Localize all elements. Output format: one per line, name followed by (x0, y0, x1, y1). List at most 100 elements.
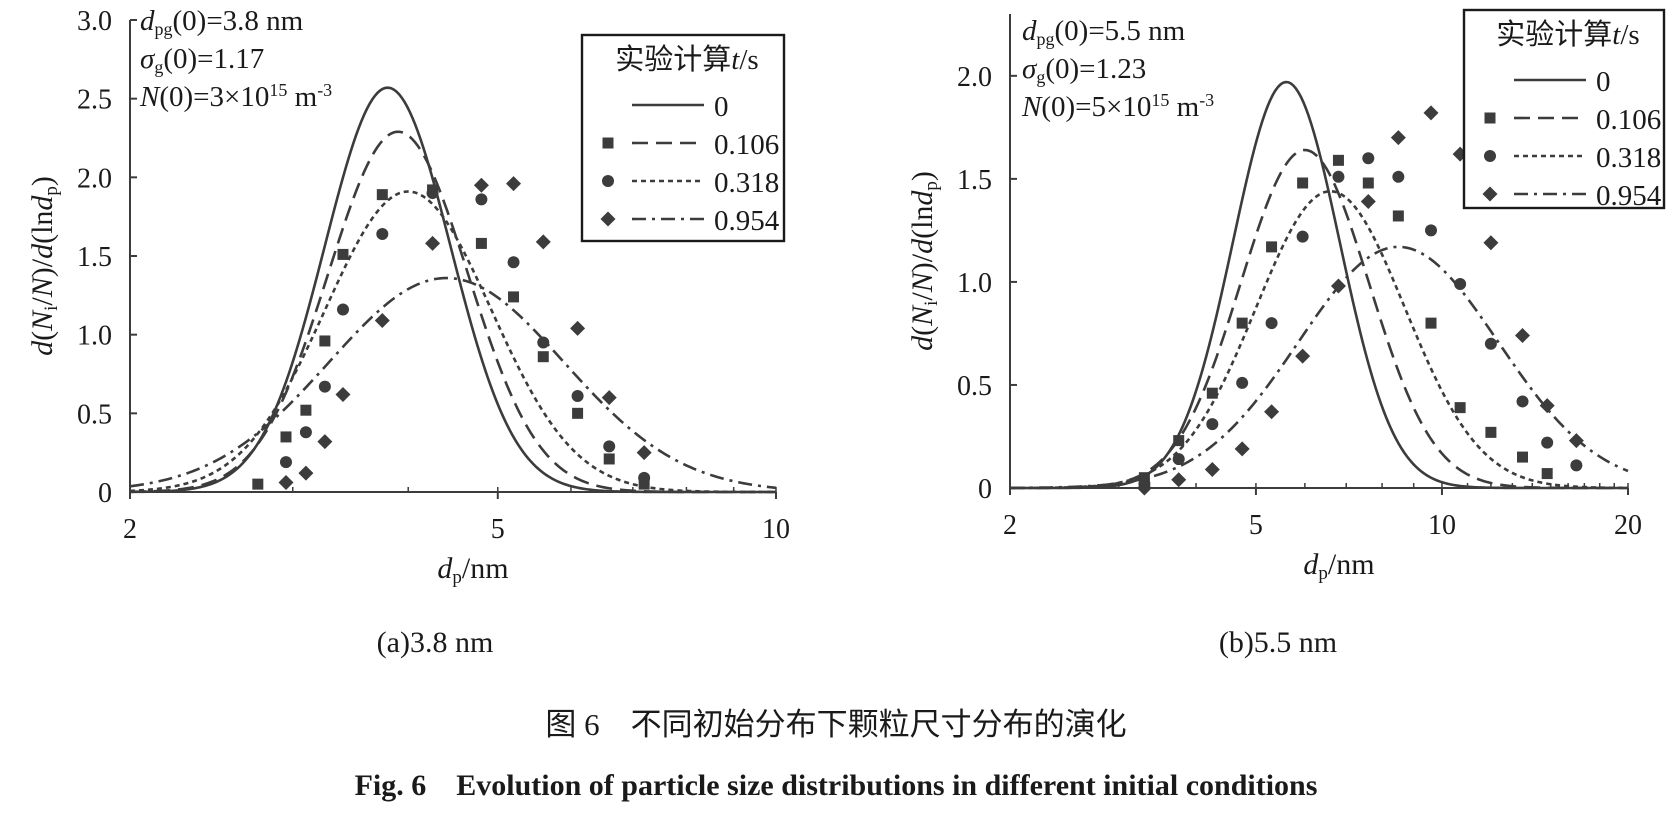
panel-a-marker-diamond (278, 475, 294, 491)
panel-b-y-tick-label: 1.0 (957, 268, 992, 299)
panel-b-marker-diamond (1539, 398, 1555, 414)
panel-a-y-tick-label: 1.0 (77, 321, 112, 352)
panel-a-curve-0_954 (129, 276, 777, 490)
panel-b-legend-label: 0.954 (1596, 180, 1662, 212)
panel-b-marker-square (1266, 241, 1278, 253)
panel-a-marker-diamond (335, 386, 351, 402)
panel-a-marker-square (376, 189, 388, 201)
panel-b-legend-marker (1482, 186, 1498, 202)
panel-b-marker-circle (1236, 376, 1249, 389)
panel-b-marker-circle (1265, 317, 1278, 330)
panel-a-legend-marker (600, 211, 616, 227)
panel-b-marker-square (1236, 317, 1248, 329)
panel-b-marker-diamond (1360, 194, 1376, 210)
panel-b-legend-label: 0.106 (1596, 104, 1661, 136)
panel-a-marker-circle (280, 456, 293, 469)
panel-b-marker-circle (1570, 459, 1583, 472)
panel-a-marker-circle (336, 303, 349, 316)
panel-a-marker-diamond (636, 445, 652, 461)
panel-b-marker-diamond (1234, 441, 1250, 457)
panel-a-y-tick-label: 0 (98, 478, 112, 509)
panel-b-curve-0_318 (1010, 189, 1629, 490)
panel-a-y-tick-label: 3.0 (77, 6, 112, 37)
panel-a-curve-0_106 (129, 130, 776, 494)
panel-b-annotation-3: N(0)=5×1015 m-3 (1021, 90, 1214, 123)
panel-b-marker-circle (1332, 170, 1345, 183)
panel-b-marker-square (1362, 177, 1374, 189)
panel-a-y-tick-label: 2.5 (77, 85, 112, 116)
panel-b-marker-circle (1516, 395, 1529, 408)
panel-b-marker-square (1425, 317, 1437, 329)
panel-b-marker-diamond (1483, 235, 1499, 251)
panel-a-marker-circle (638, 471, 651, 484)
panel-a-marker-square (537, 351, 549, 363)
panel-a-x-tick-label: 5 (491, 514, 505, 545)
panel-b-x-tick-label: 2 (1003, 510, 1017, 541)
panel-a-marker-diamond (601, 390, 617, 406)
panel-a-legend-label: 0.954 (714, 205, 780, 237)
panel-a-marker-circle (475, 193, 488, 206)
panel-b-marker-square (1173, 435, 1185, 447)
panel-a-annotation-3: N(0)=3×1015 m-3 (139, 80, 332, 113)
panel-a-marker-square (252, 478, 264, 490)
panel-a-legend-label: 0.106 (714, 129, 779, 161)
panel-a-marker-diamond (317, 434, 333, 450)
panel-a-marker-diamond (506, 176, 522, 192)
panel-a-marker-square (638, 478, 650, 490)
panel-a-marker-square (280, 431, 292, 443)
panel-a-x-tick-label: 10 (762, 514, 790, 545)
panel-b-marker-circle (1362, 152, 1375, 165)
panel-b-marker-circle (1392, 170, 1405, 183)
panel-a-marker-diamond (298, 465, 314, 481)
panel-a-legend (580, 33, 786, 243)
panel-b-marker-square (1541, 468, 1553, 480)
panel-b-x-tick-label: 20 (1614, 510, 1642, 541)
panel-a-legend-label: 0 (714, 91, 729, 123)
panel-b-marker-diamond (1390, 130, 1406, 146)
panel-b-marker-circle (1206, 418, 1219, 431)
panel-b-marker-diamond (1171, 472, 1187, 488)
panel-b-marker-circle (1172, 453, 1185, 466)
chart-panel-a: 0 0.5 1.0 1.5 2.0 2.5 3.0 2 5 10 dp/nm d(Ni/N)/d(ln… (26, 5, 790, 588)
panel-a-annotation-2: σg(0)=1.17 (140, 43, 264, 77)
panel-b-curve-0_954 (1009, 245, 1629, 490)
panel-b-marker-diamond (1568, 433, 1584, 449)
panel-b-marker-circle (1484, 337, 1497, 350)
panel-b-marker-square (1297, 177, 1309, 189)
panel-a-legend-marker (602, 137, 614, 149)
panel-a-legend-title: 实验计算t/s (615, 43, 758, 76)
panel-b-y-tick-label: 0.5 (957, 371, 992, 402)
panel-a-marker-circle (318, 380, 331, 393)
panel-b-legend-label: 0 (1596, 66, 1611, 98)
panel-b-marker-square (1206, 387, 1218, 399)
panel-b-marker-circle (1454, 277, 1467, 290)
panel-a-y-tick-label: 2.0 (77, 163, 112, 194)
panel-b-y-tick-label: 1.5 (957, 165, 992, 196)
panel-a-marker-diamond (425, 235, 441, 251)
panel-b-marker-diamond (1136, 480, 1152, 496)
panel-a-marker-circle (376, 227, 389, 240)
panel-a-marker-square (337, 248, 349, 260)
panel-a-marker-circle (603, 440, 616, 453)
panel-a-marker-diamond (473, 177, 489, 193)
panel-a-marker-square (300, 404, 312, 416)
panel-b-marker-diamond (1264, 404, 1280, 420)
panel-a-marker-diamond (374, 313, 390, 329)
panel-b-marker-square (1454, 402, 1466, 414)
panel-b-y-tick-label: 2.0 (957, 62, 992, 93)
panel-b-legend-title: 实验计算t/s (1496, 18, 1639, 51)
panel-a-y-axis-label: d(Ni/N)/d(lndp) (26, 176, 62, 356)
panel-a-marker-circle (537, 336, 550, 349)
panel-b-x-tick-label: 10 (1428, 510, 1456, 541)
panel-b-marker-diamond (1295, 348, 1311, 364)
panel-b-legend (1462, 8, 1666, 210)
panel-a-legend-marker (602, 175, 614, 187)
panel-b-marker-square (1392, 210, 1404, 222)
panel-a-marker-circle (299, 426, 312, 439)
panel-a-marker-circle (426, 187, 439, 200)
panel-b-marker-square (1138, 472, 1150, 484)
panel-a-marker-diamond (535, 234, 551, 250)
panel-a-marker-square (319, 335, 331, 347)
